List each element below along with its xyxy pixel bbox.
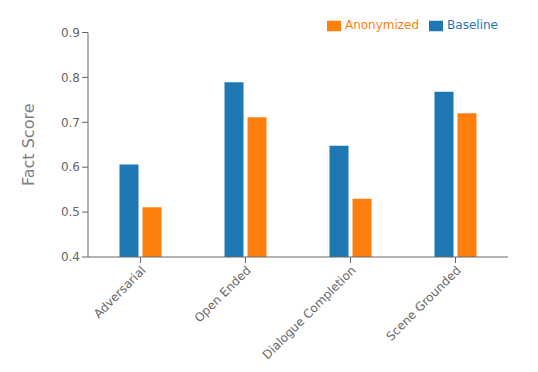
svg-text:Scene Grounded: Scene Grounded	[383, 263, 463, 343]
svg-text:Adversarial: Adversarial	[91, 263, 149, 321]
svg-text:0.7: 0.7	[61, 116, 80, 130]
svg-text:Open Ended: Open Ended	[192, 263, 254, 325]
svg-text:Dialogue Completion: Dialogue Completion	[260, 263, 359, 362]
svg-text:0.9: 0.9	[61, 26, 80, 40]
svg-text:0.8: 0.8	[61, 71, 80, 85]
svg-text:Fact Score: Fact Score	[19, 103, 38, 186]
html-text:Anonymized: Anonymized	[344, 18, 420, 32]
html-text:Baseline: Baseline	[447, 18, 498, 32]
svg-text:0.5: 0.5	[61, 205, 80, 219]
svg-text:0.4: 0.4	[61, 250, 80, 264]
svg-text:0.6: 0.6	[61, 160, 80, 174]
